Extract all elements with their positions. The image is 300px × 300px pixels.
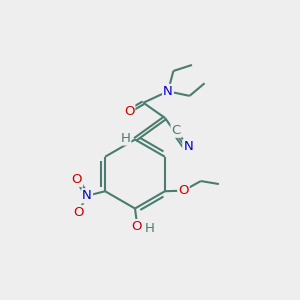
Text: O: O: [124, 104, 134, 118]
Text: O: O: [74, 206, 84, 219]
Text: O: O: [72, 173, 82, 186]
Text: O: O: [132, 220, 142, 233]
Text: N: N: [82, 189, 92, 202]
Text: O: O: [178, 184, 189, 197]
Text: H: H: [145, 222, 155, 236]
Text: C: C: [172, 124, 181, 137]
Text: N: N: [183, 140, 193, 153]
Text: H: H: [121, 131, 130, 145]
Text: N: N: [163, 85, 173, 98]
